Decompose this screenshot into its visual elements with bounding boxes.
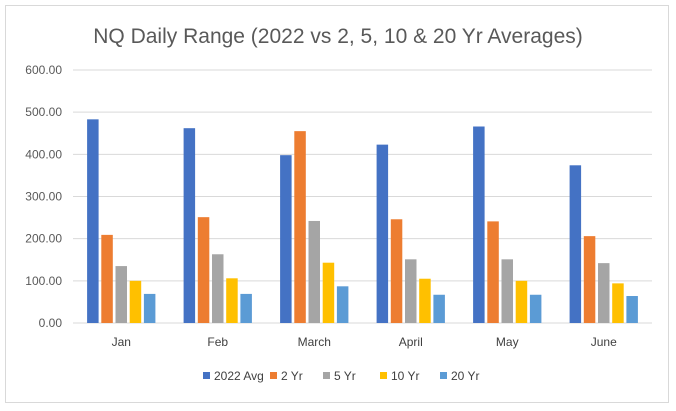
x-category-label: Jan: [112, 335, 131, 349]
bar: [226, 278, 238, 323]
bar: [280, 155, 292, 323]
chart-frame: [5, 5, 669, 403]
x-category-label: March: [298, 335, 331, 349]
bar: [294, 131, 306, 323]
y-axis-ticks: 0.00 100.00 200.00 300.00 400.00 500.00 600.00: [25, 63, 62, 330]
legend-swatch: [270, 372, 277, 379]
bar: [101, 234, 113, 323]
bar: [129, 280, 142, 323]
bar: [405, 259, 417, 323]
bar: [87, 119, 99, 324]
legend-label: 20 Yr: [451, 369, 479, 383]
x-axis-categories: Jan Feb March April May June: [112, 335, 618, 349]
gridlines: [73, 69, 652, 324]
bar: [612, 283, 624, 323]
bar: [308, 220, 320, 323]
chart-title: NQ Daily Range (2022 vs 2, 5, 10 & 20 Yr…: [93, 25, 583, 48]
legend-swatch: [323, 372, 330, 379]
bar: [143, 293, 156, 323]
x-category-label: Feb: [207, 335, 228, 349]
bar: [212, 254, 224, 323]
x-category-label: April: [399, 335, 423, 349]
y-tick-label: 200.00: [25, 232, 62, 246]
bar: [433, 294, 445, 323]
legend-label: 2 Yr: [281, 369, 303, 383]
bar: [376, 144, 389, 323]
x-category-label: June: [591, 335, 617, 349]
bar: [583, 236, 596, 323]
bar: [197, 217, 210, 323]
bar: [322, 262, 335, 323]
bar: [183, 128, 196, 323]
y-tick-label: 400.00: [25, 147, 62, 161]
legend-label: 2022 Avg: [214, 369, 264, 383]
bar: [336, 286, 349, 323]
bars: [87, 119, 638, 324]
y-tick-label: 300.00: [25, 190, 62, 204]
bar: [626, 296, 638, 323]
bar: [473, 126, 485, 324]
bar: [240, 293, 252, 323]
bar: [529, 294, 542, 323]
y-tick-label: 0.00: [39, 316, 63, 330]
bar: [487, 221, 499, 323]
bar: [390, 219, 403, 323]
y-tick-label: 600.00: [25, 63, 62, 77]
bar: [569, 165, 582, 323]
bar: [115, 266, 127, 323]
bar: [598, 263, 610, 323]
bar: [419, 278, 431, 323]
legend-label: 5 Yr: [334, 369, 356, 383]
bar: [515, 280, 528, 323]
y-tick-label: 100.00: [25, 274, 62, 288]
x-category-label: May: [496, 335, 519, 349]
y-tick-label: 500.00: [25, 105, 62, 119]
bar: [501, 259, 513, 323]
legend-label: 10 Yr: [391, 369, 419, 383]
legend: 2022 Avg 2 Yr 5 Yr 10 Yr 20 Yr: [203, 369, 479, 383]
legend-swatch: [440, 372, 447, 379]
legend-swatch: [380, 372, 387, 379]
legend-swatch: [203, 372, 210, 379]
